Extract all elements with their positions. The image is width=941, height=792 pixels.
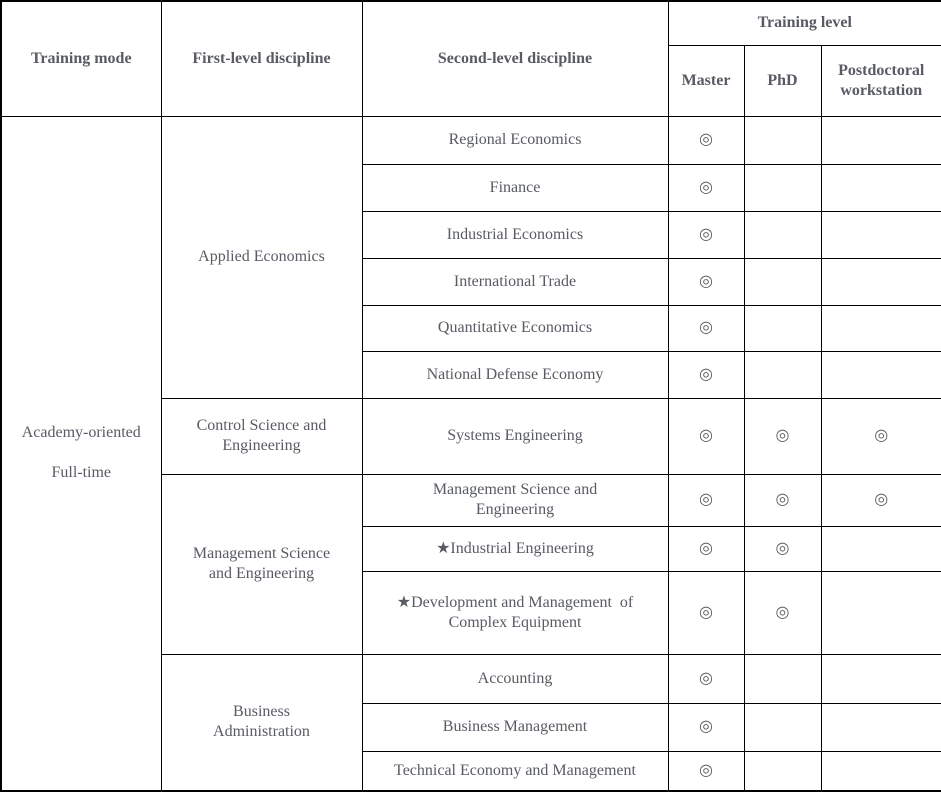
second-level-cell: ★Industrial Engineering [361, 525, 669, 572]
first-level-cell-control-science-and-engineering: Control Science and Engineering [160, 397, 363, 475]
header-cell-first-level-discipline: First-level discipline [160, 0, 363, 117]
second-level-cell: Regional Economics [361, 115, 669, 165]
postdoctoral-mark-cell [820, 115, 941, 165]
phd-mark-cell [743, 257, 822, 306]
second-level-cell: Systems Engineering [361, 397, 669, 475]
second-level-cell: National Defense Economy [361, 350, 669, 399]
second-level-cell: Quantitative Economics [361, 304, 669, 352]
phd-mark-cell [743, 304, 822, 352]
postdoctoral-mark-cell [820, 350, 941, 399]
table-row: Business Management ◎ [1, 702, 941, 752]
second-level-cell: International Trade [361, 257, 669, 306]
table-row: National Defense Economy ◎ [1, 350, 941, 399]
table-row: Business Administration Accounting ◎ [1, 653, 941, 792]
phd-mark-cell [743, 702, 822, 752]
phd-mark-cell: ◎ [743, 397, 822, 475]
postdoctoral-mark-cell [820, 570, 941, 655]
master-mark-cell: ◎ [667, 750, 745, 792]
second-level-cell: ★Development and Management of Complex E… [361, 570, 669, 655]
header-cell-phd: PhD [743, 44, 822, 117]
phd-mark-cell [743, 653, 822, 704]
header-row-top: Training mode First-level discipline Sec… [0, 0, 941, 117]
table-row: Quantitative Economics ◎ [1, 304, 941, 352]
postdoctoral-mark-cell [820, 653, 941, 704]
first-level-cell-business-administration: Business Administration [160, 653, 363, 792]
table-row: Technical Economy and Management ◎ [1, 750, 941, 792]
table-row: International Trade ◎ [1, 257, 941, 306]
master-mark-cell: ◎ [667, 397, 745, 475]
master-mark-cell: ◎ [667, 653, 745, 704]
header-cell-master: Master [667, 44, 745, 117]
first-level-cell-management-science-and-engineering: Management Science and Engineering [160, 473, 363, 655]
postdoctoral-mark-cell [820, 525, 941, 572]
phd-mark-cell [743, 163, 822, 212]
header-cell-second-level-discipline: Second-level discipline [361, 0, 669, 117]
header-cell-training-mode: Training mode [0, 0, 162, 117]
header-cell-training-level: Training level [667, 0, 941, 46]
table-row: Industrial Economics ◎ [1, 210, 941, 259]
postdoctoral-mark-cell [820, 750, 941, 792]
header-cell-postdoctoral-workstation: Postdoctoral workstation [820, 44, 941, 117]
master-mark-cell: ◎ [667, 473, 745, 527]
master-mark-cell: ◎ [667, 702, 745, 752]
phd-mark-cell: ◎ [743, 473, 822, 527]
master-mark-cell: ◎ [667, 570, 745, 655]
phd-mark-cell: ◎ [743, 525, 822, 572]
postdoctoral-mark-cell: ◎ [820, 473, 941, 527]
second-level-cell: Finance [361, 163, 669, 212]
postdoctoral-mark-cell [820, 702, 941, 752]
phd-mark-cell: ◎ [743, 570, 822, 655]
master-mark-cell: ◎ [667, 525, 745, 572]
table-row: Finance ◎ [1, 163, 941, 212]
master-mark-cell: ◎ [667, 115, 745, 165]
phd-mark-cell [743, 750, 822, 792]
training-mode-cell: Academy-oriented Full-time [0, 115, 162, 792]
second-level-cell: Business Management [361, 702, 669, 752]
table-row: Academy-oriented Full-time Applied Econo… [0, 115, 941, 792]
table-row: ★Industrial Engineering ◎ ◎ [1, 525, 941, 572]
postdoctoral-mark-cell [820, 210, 941, 259]
second-level-cell: Accounting [361, 653, 669, 704]
second-level-cell: Management Science and Engineering [361, 473, 669, 527]
phd-mark-cell [743, 210, 822, 259]
postdoctoral-mark-cell [820, 257, 941, 306]
postdoctoral-mark-cell [820, 304, 941, 352]
master-mark-cell: ◎ [667, 163, 745, 212]
table-row: ★Development and Management of Complex E… [1, 570, 941, 655]
table-row: Management Science and Engineering Manag… [1, 473, 941, 655]
phd-mark-cell [743, 350, 822, 399]
postdoctoral-mark-cell [820, 163, 941, 212]
phd-mark-cell [743, 115, 822, 165]
second-level-cell: Industrial Economics [361, 210, 669, 259]
master-mark-cell: ◎ [667, 350, 745, 399]
master-mark-cell: ◎ [667, 304, 745, 352]
master-mark-cell: ◎ [667, 210, 745, 259]
table-row: Control Science and Engineering Systems … [1, 397, 941, 475]
postdoctoral-mark-cell: ◎ [820, 397, 941, 475]
first-level-cell-applied-economics: Applied Economics [160, 115, 363, 399]
master-mark-cell: ◎ [667, 257, 745, 306]
second-level-cell: Technical Economy and Management [361, 750, 669, 792]
